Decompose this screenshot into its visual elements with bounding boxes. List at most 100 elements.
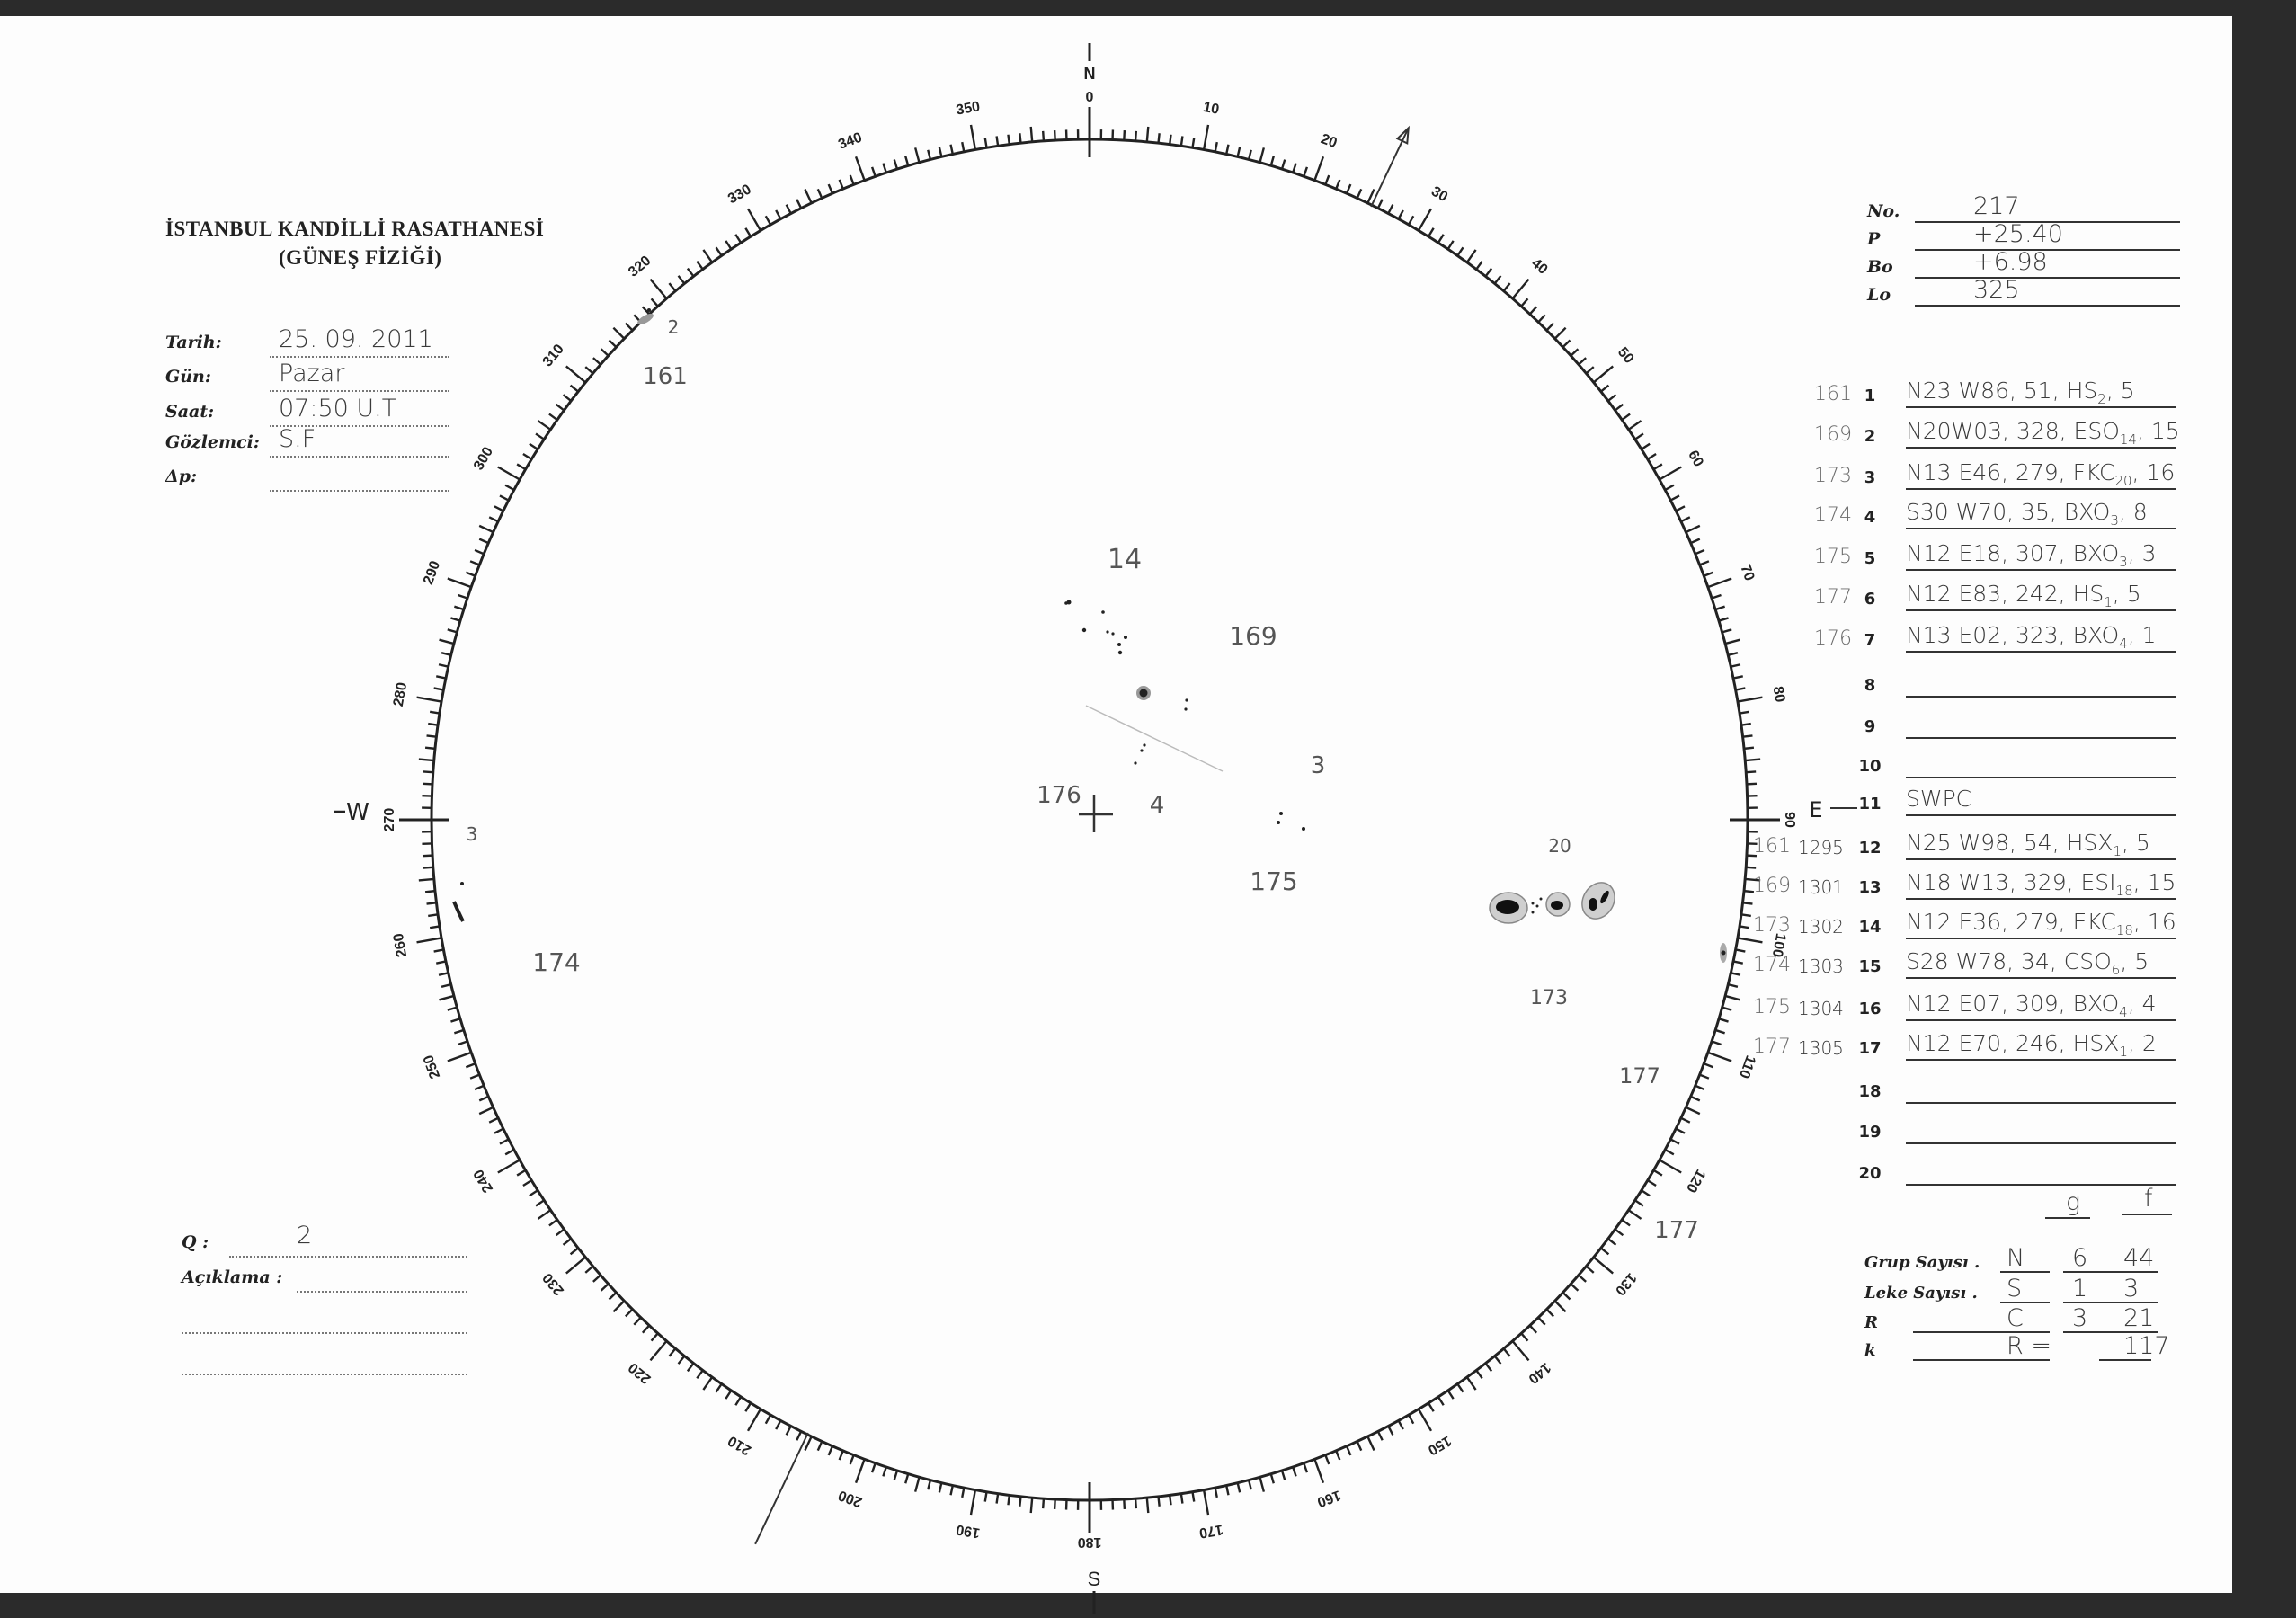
minor-tick — [904, 156, 910, 166]
scale-label: 350 — [955, 99, 981, 118]
noaa-number: 1302 — [1798, 916, 1844, 938]
entry-spot-count: 3 — [2110, 512, 2119, 529]
minor-tick — [1746, 770, 1757, 774]
minor-tick — [537, 1209, 552, 1220]
major-tick — [1202, 1489, 1210, 1516]
minor-tick — [1647, 453, 1657, 460]
minor-tick — [668, 1347, 677, 1357]
minor-tick — [1641, 442, 1651, 450]
scale-label: 40 — [1528, 255, 1551, 278]
entry-text: N20W03, 328, ESO — [1906, 418, 2120, 444]
row-number: 10 — [1858, 757, 1882, 776]
major-tick — [416, 696, 442, 703]
minor-tick — [548, 413, 558, 422]
minor-tick — [494, 505, 504, 512]
date-label: Tarih: — [165, 333, 222, 352]
minor-tick — [1247, 149, 1252, 160]
group-id: 176 — [1814, 627, 1852, 650]
minor-tick — [465, 571, 476, 577]
group-entry: S28 W78, 34, CSO6, 5 — [1906, 948, 2149, 978]
minor-tick — [1528, 1324, 1538, 1334]
minor-tick — [1134, 130, 1138, 141]
noaa-number: 1304 — [1798, 998, 1844, 1019]
sunspot-pore — [1531, 902, 1535, 905]
scale-label: 240 — [471, 1167, 496, 1196]
minor-tick — [529, 442, 538, 450]
minor-tick — [469, 560, 480, 566]
minor-tick — [1041, 130, 1046, 141]
minor-tick — [423, 770, 433, 774]
minor-tick — [1600, 1247, 1610, 1256]
minor-tick — [1019, 1496, 1022, 1507]
major-tick — [854, 156, 866, 182]
entry-tail: , 5 — [2112, 581, 2141, 607]
scale-label: 330 — [725, 182, 754, 207]
scale-label: 290 — [421, 559, 443, 587]
minor-tick — [804, 1436, 813, 1451]
group-entry: N12 E36, 279, EKC18, 16 — [1906, 909, 2176, 938]
scale-label: 180 — [1078, 1534, 1102, 1550]
group-annotation: 176 — [1037, 782, 1081, 809]
group-annotation: 161 — [643, 363, 688, 390]
minor-tick — [1732, 675, 1744, 680]
row-number: 9 — [1864, 717, 1876, 736]
ephemeris-value: 217 — [1973, 192, 2020, 220]
minor-tick — [439, 994, 455, 1001]
minor-tick — [1376, 199, 1384, 209]
minor-tick — [474, 1084, 485, 1091]
group-id: 169 — [1753, 875, 1791, 897]
sunspot-penumbra — [637, 313, 654, 325]
major-tick — [416, 937, 442, 944]
minor-tick — [1703, 571, 1714, 577]
minor-tick — [1214, 141, 1218, 153]
row-line — [1906, 609, 2176, 611]
minor-tick — [555, 1228, 565, 1237]
count-f: 3 — [2123, 1275, 2140, 1302]
minor-tick — [1427, 1402, 1435, 1412]
entry-spot-count: 3 — [2119, 554, 2128, 570]
minor-tick — [1746, 866, 1757, 869]
group-id: 174 — [1814, 504, 1852, 527]
entry-tail: , 1 — [2127, 622, 2157, 648]
minor-tick — [849, 1454, 855, 1465]
sunspot-pore — [1117, 650, 1123, 655]
minor-tick — [428, 722, 439, 726]
minor-tick — [849, 174, 855, 185]
day-value: Pazar — [279, 360, 345, 387]
delta-p-line — [270, 490, 449, 492]
minor-tick — [535, 1199, 545, 1207]
minor-tick — [650, 298, 659, 307]
minor-tick — [1607, 394, 1617, 402]
minor-tick — [1356, 1441, 1363, 1452]
major-tick — [1707, 577, 1732, 589]
observer-label: Gözlemci: — [165, 432, 260, 452]
minor-tick — [1465, 1376, 1477, 1391]
entry-text: N12 E36, 279, EKC — [1906, 909, 2116, 935]
ephemeris-line — [1915, 221, 2180, 223]
minor-tick — [562, 394, 572, 402]
sunspot-pore — [1143, 743, 1146, 747]
major-tick — [565, 1256, 587, 1275]
entry-text: N18 W13, 329, ESI — [1906, 869, 2116, 895]
major-tick — [1592, 365, 1614, 384]
minor-tick — [677, 275, 686, 285]
minor-tick — [838, 179, 844, 190]
minor-tick — [1123, 129, 1126, 141]
minor-tick — [913, 147, 921, 164]
minor-tick — [516, 1169, 527, 1177]
minor-tick — [1739, 925, 1750, 929]
scale-label: 250 — [421, 1053, 443, 1080]
count-line — [1913, 1359, 2050, 1361]
ephemeris-label: No. — [1867, 201, 1900, 221]
row-number: 11 — [1858, 795, 1882, 813]
minor-tick — [1324, 174, 1330, 185]
sunspot-umbra — [452, 901, 465, 922]
minor-tick — [1746, 854, 1758, 858]
row-number: 13 — [1858, 878, 1882, 897]
minor-tick — [453, 605, 465, 611]
minor-tick — [1356, 188, 1363, 199]
minor-tick — [677, 1355, 686, 1365]
minor-tick — [796, 199, 803, 209]
minor-tick — [1562, 1291, 1571, 1301]
minor-tick — [522, 453, 532, 460]
